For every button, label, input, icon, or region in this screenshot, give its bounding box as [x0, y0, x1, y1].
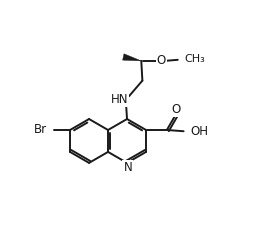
- Text: Br: Br: [34, 123, 47, 137]
- Text: N: N: [123, 161, 132, 174]
- Text: OH: OH: [191, 125, 209, 138]
- Text: O: O: [157, 54, 166, 67]
- Polygon shape: [122, 54, 141, 61]
- Text: HN: HN: [111, 93, 129, 106]
- Text: CH₃: CH₃: [184, 54, 205, 64]
- Text: O: O: [171, 103, 180, 116]
